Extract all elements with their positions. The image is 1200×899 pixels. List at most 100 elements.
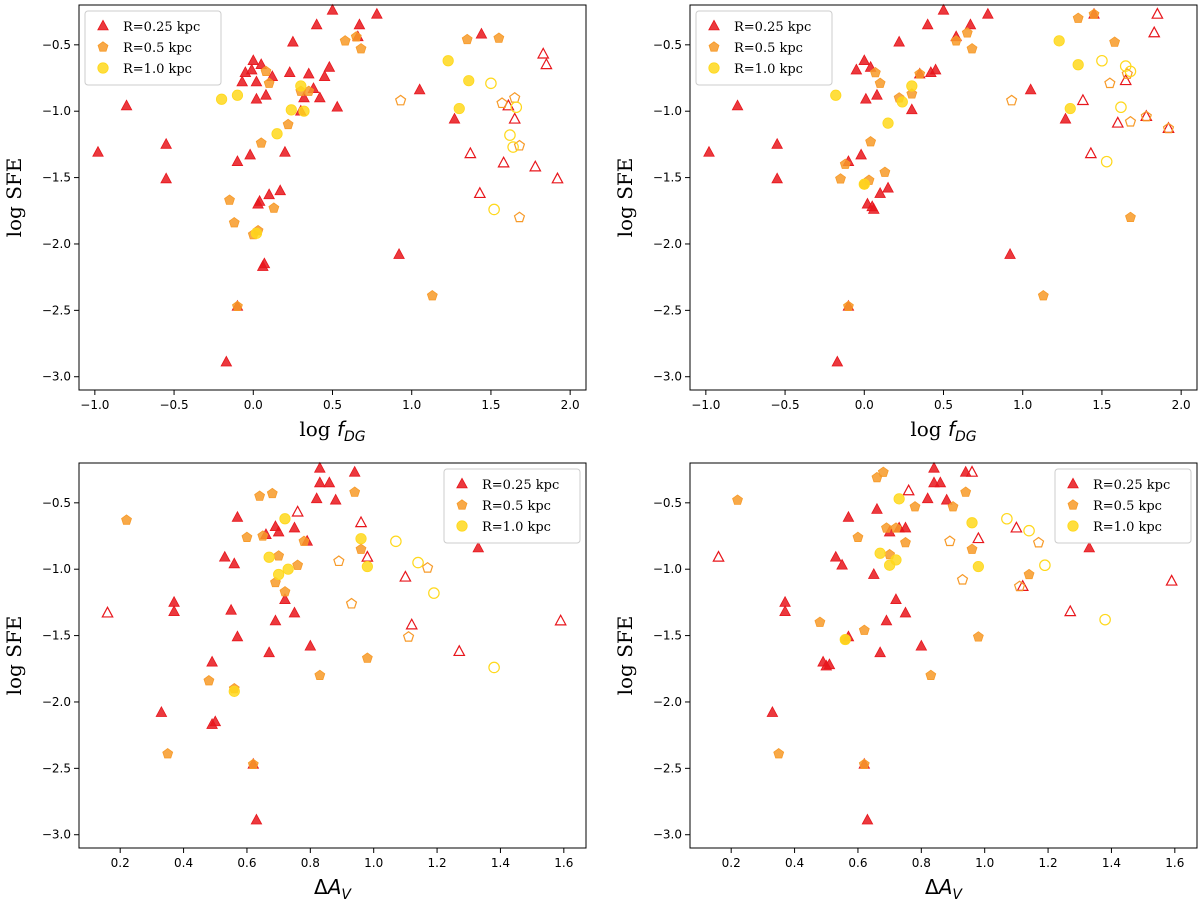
point-pentagon-filled [339, 35, 351, 46]
points-bottom-right [712, 461, 1178, 825]
y-axis-label: log SFE [613, 158, 637, 238]
point-triangle-open [497, 156, 510, 168]
point-triangle-filled [928, 461, 940, 473]
y-tick-label: −2.0 [653, 237, 682, 251]
point-pentagon-filled [257, 530, 269, 541]
point-pentagon-open [1005, 94, 1018, 106]
point-triangle-open [972, 531, 985, 544]
x-tick-label: 0.5 [934, 398, 953, 412]
point-pentagon-filled [858, 758, 870, 769]
point-pentagon-open [333, 555, 345, 567]
point-pentagon-filled [279, 586, 291, 597]
point-triangle-open [529, 159, 542, 172]
x-tick-label: 0.6 [848, 856, 867, 870]
point-pentagon-open [1032, 536, 1045, 548]
legend-marker-pentagon [456, 499, 468, 510]
point-circle-open [507, 141, 519, 153]
point-triangle-filled [905, 103, 918, 115]
point-pentagon-filled [1072, 12, 1084, 23]
point-circle-filled [1053, 35, 1065, 47]
point-triangle-filled [370, 7, 383, 19]
point-pentagon-filled [298, 535, 310, 546]
y-tick-label: −1.5 [42, 629, 71, 643]
x-tick-label: 0.8 [301, 856, 320, 870]
point-triangle-open [473, 186, 487, 199]
point-triangle-filled [231, 630, 244, 642]
point-triangle-open [464, 146, 477, 159]
point-triangle-filled [475, 27, 488, 39]
point-triangle-filled [313, 461, 326, 473]
point-triangle-filled [287, 35, 299, 47]
point-triangle-filled [964, 18, 977, 30]
x-tick-label: −1.0 [691, 398, 720, 412]
legend-marker-pentagon [97, 41, 109, 52]
point-pentagon-filled [162, 748, 174, 759]
point-triangle-filled [228, 557, 241, 569]
point-triangle-filled [155, 706, 168, 717]
point-circle-filled [228, 685, 240, 697]
point-circle-filled [285, 104, 297, 116]
point-triangle-open [453, 644, 466, 657]
x-tick-label: −0.5 [159, 398, 188, 412]
point-pentagon-filled [858, 624, 870, 635]
point-triangle-filled [766, 706, 779, 717]
x-tick-label: 2.0 [1172, 398, 1191, 412]
point-circle-filled [453, 102, 465, 115]
x-tick-label: 0.0 [855, 398, 874, 412]
point-pentagon-filled [732, 494, 743, 505]
point-pentagon-open [421, 561, 434, 573]
point-pentagon-open [944, 535, 956, 547]
point-triangle-filled [413, 83, 426, 95]
point-pentagon-filled [121, 514, 132, 525]
point-pentagon-filled [909, 501, 921, 512]
point-pentagon-filled [773, 748, 785, 759]
point-triangle-filled [731, 99, 744, 111]
point-triangle-filled [209, 715, 222, 727]
legend-marker-triangle [456, 477, 468, 489]
point-triangle-filled [899, 521, 912, 533]
point-circle-open [1096, 54, 1108, 67]
point-pentagon-filled [966, 43, 978, 54]
point-triangle-filled [823, 658, 836, 670]
point-pentagon-filled [879, 166, 891, 177]
y-tick-label: −1.0 [653, 104, 682, 118]
y-tick-label: −2.5 [653, 761, 682, 775]
point-circle-open [485, 77, 497, 90]
panel-bottom-right: 0.2 0.4 0.6 0.8 1.0 1.2 1.4 1.6 −3.0 −2.5 −2.0 −1.5… [613, 461, 1198, 899]
y-tick-label: −2.5 [42, 761, 71, 775]
point-triangle-filled [899, 606, 912, 618]
point-triangle-filled [836, 558, 848, 570]
point-triangle-filled [253, 194, 266, 206]
point-circle-open [1099, 613, 1111, 626]
point-triangle-open [712, 550, 725, 562]
point-circle-open [1023, 524, 1035, 537]
point-triangle-filled [274, 184, 287, 196]
point-circle-filled [896, 96, 908, 108]
point-triangle-filled [331, 100, 344, 112]
x-tick-label: 2.0 [561, 398, 580, 412]
x-tick-label: 1.5 [1092, 398, 1111, 412]
point-triangle-filled [283, 66, 296, 78]
point-triangle-open [1119, 73, 1132, 86]
point-circle-open [428, 587, 440, 599]
point-triangle-filled [250, 75, 263, 87]
point-triangle-filled [981, 7, 994, 19]
point-pentagon-filled [255, 137, 267, 148]
x-tick-label: 0.6 [237, 856, 256, 870]
point-pentagon-filled [966, 543, 978, 554]
point-triangle-filled [288, 521, 301, 533]
point-circle-open [1001, 512, 1013, 525]
point-triangle-filled [298, 91, 310, 103]
x-tick-label: 1.4 [1102, 856, 1121, 870]
point-triangle-open [537, 47, 550, 59]
point-pentagon-open [345, 597, 358, 609]
point-triangle-filled [313, 91, 326, 103]
point-triangle-filled [874, 646, 886, 658]
point-circle-open [504, 129, 516, 141]
point-pentagon-filled [1109, 36, 1121, 47]
point-pentagon-filled [950, 35, 962, 46]
point-triangle-filled [250, 813, 263, 825]
point-pentagon-filled [263, 77, 275, 88]
x-axis-label: ΔAV [925, 875, 963, 899]
legend: R=0.25 kpc R=0.5 kpc R=1.0 kpc [84, 10, 222, 86]
